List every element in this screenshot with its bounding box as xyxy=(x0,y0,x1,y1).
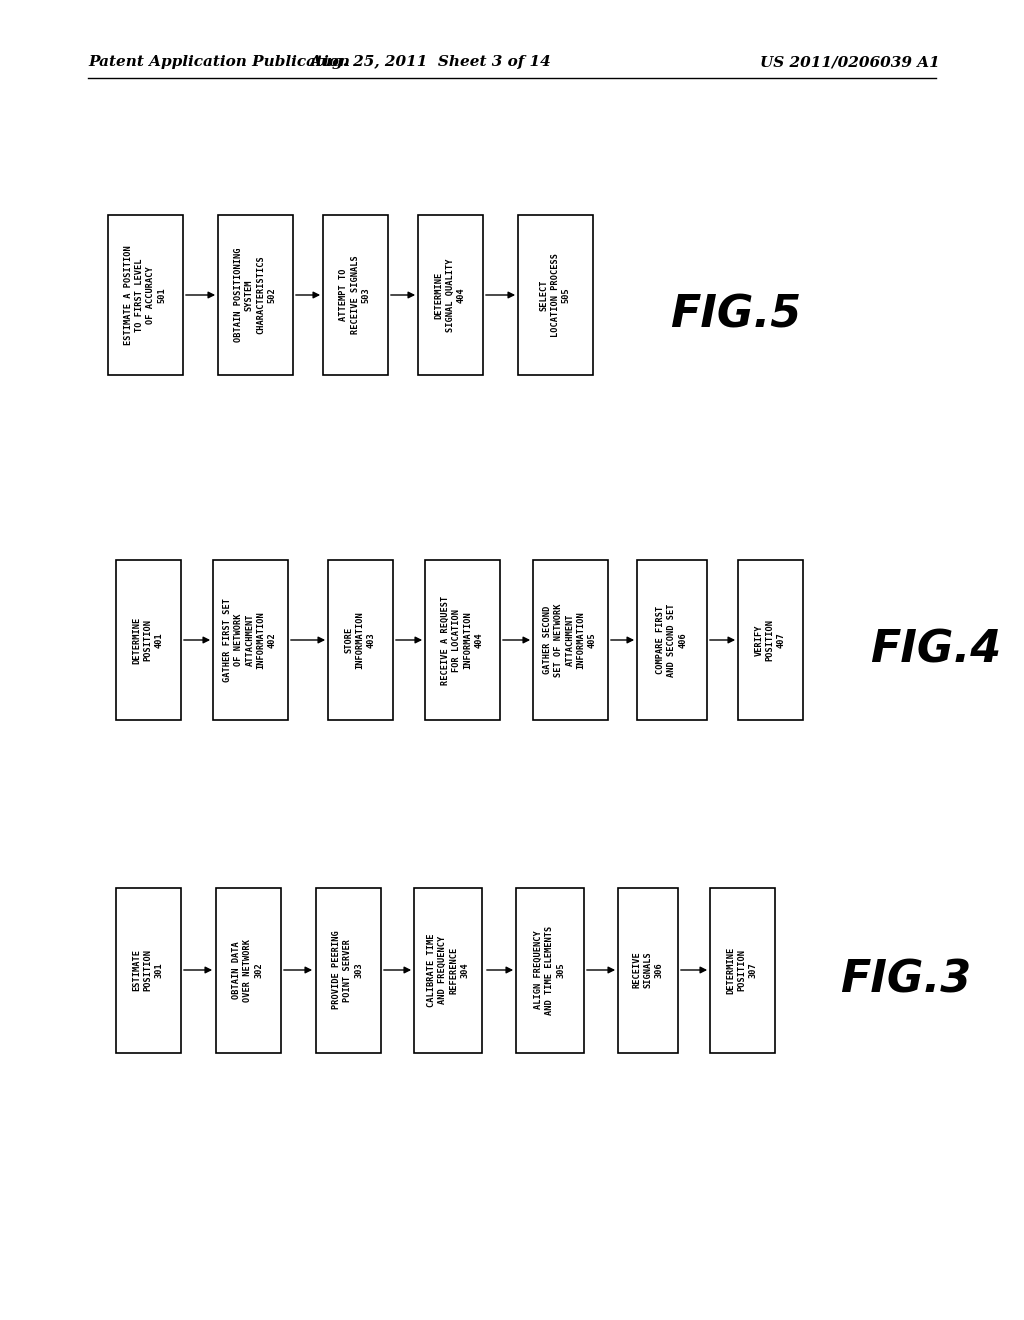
Text: VERIFY
POSITION
407: VERIFY POSITION 407 xyxy=(755,619,785,661)
Bar xyxy=(414,887,482,1052)
Bar xyxy=(532,560,607,719)
Text: ESTIMATE A POSITION
TO FIRST LEVEL
OF ACCURACY
501: ESTIMATE A POSITION TO FIRST LEVEL OF AC… xyxy=(124,246,166,345)
Text: COMPARE FIRST
AND SECOND SET
406: COMPARE FIRST AND SECOND SET 406 xyxy=(656,603,687,677)
Text: FIG.3: FIG.3 xyxy=(840,958,971,1002)
Text: GATHER FIRST SET
OF NETWORK
ATTACHMENT
INFORMATION
402: GATHER FIRST SET OF NETWORK ATTACHMENT I… xyxy=(223,598,276,682)
Bar xyxy=(737,560,803,719)
Text: STORE
INFORMATION
403: STORE INFORMATION 403 xyxy=(344,611,376,669)
Bar xyxy=(108,215,182,375)
Bar xyxy=(517,215,593,375)
Text: DETERMINE
POSITION
401: DETERMINE POSITION 401 xyxy=(132,616,164,664)
Text: US 2011/0206039 A1: US 2011/0206039 A1 xyxy=(760,55,940,69)
Text: Aug. 25, 2011  Sheet 3 of 14: Aug. 25, 2011 Sheet 3 of 14 xyxy=(309,55,551,69)
Text: RECEIVE
SIGNALS
306: RECEIVE SIGNALS 306 xyxy=(633,952,664,989)
Bar xyxy=(215,887,281,1052)
Text: SELECT
LOCATION PROCESS
505: SELECT LOCATION PROCESS 505 xyxy=(540,253,570,337)
Bar xyxy=(618,887,678,1052)
Text: CALIBRATE TIME
AND FREQUENCY
REFERENCE
304: CALIBRATE TIME AND FREQUENCY REFERENCE 3… xyxy=(427,933,469,1007)
Bar xyxy=(516,887,584,1052)
Text: ATTEMPT TO
RECEIVE SIGNALS
503: ATTEMPT TO RECEIVE SIGNALS 503 xyxy=(339,256,371,334)
Text: DETERMINE
POSITION
307: DETERMINE POSITION 307 xyxy=(726,946,758,994)
Bar xyxy=(116,887,180,1052)
Bar xyxy=(637,560,707,719)
Bar xyxy=(217,215,293,375)
Text: GATHER SECOND
SET OF NETWORK
ATTACHMENT
INFORMATION
405: GATHER SECOND SET OF NETWORK ATTACHMENT … xyxy=(544,603,597,677)
Bar xyxy=(418,215,482,375)
Text: RECEIVE A REQUEST
FOR LOCATION
INFORMATION
404: RECEIVE A REQUEST FOR LOCATION INFORMATI… xyxy=(441,595,483,685)
Text: OBTAIN DATA
OVER NETWORK
302: OBTAIN DATA OVER NETWORK 302 xyxy=(232,939,263,1002)
Bar xyxy=(425,560,500,719)
Bar xyxy=(710,887,774,1052)
Bar xyxy=(213,560,288,719)
Text: ESTIMATE
POSITION
301: ESTIMATE POSITION 301 xyxy=(132,949,164,991)
Bar xyxy=(328,560,392,719)
Text: Patent Application Publication: Patent Application Publication xyxy=(88,55,350,69)
Text: DETERMINE
SIGNAL QUALITY
404: DETERMINE SIGNAL QUALITY 404 xyxy=(434,259,466,331)
Text: FIG.5: FIG.5 xyxy=(670,293,801,337)
Text: PROVIDE PEERING
POINT SERVER
303: PROVIDE PEERING POINT SERVER 303 xyxy=(333,931,364,1010)
Text: ALIGN FREQUENCY
AND TIME ELEMENTS
305: ALIGN FREQUENCY AND TIME ELEMENTS 305 xyxy=(535,925,565,1015)
Text: OBTAIN POSITIONING
SYSTEM
CHARACTERISTICS
502: OBTAIN POSITIONING SYSTEM CHARACTERISTIC… xyxy=(233,248,276,342)
Bar xyxy=(116,560,180,719)
Bar xyxy=(315,887,381,1052)
Text: FIG.4: FIG.4 xyxy=(870,628,1001,672)
Bar xyxy=(323,215,387,375)
